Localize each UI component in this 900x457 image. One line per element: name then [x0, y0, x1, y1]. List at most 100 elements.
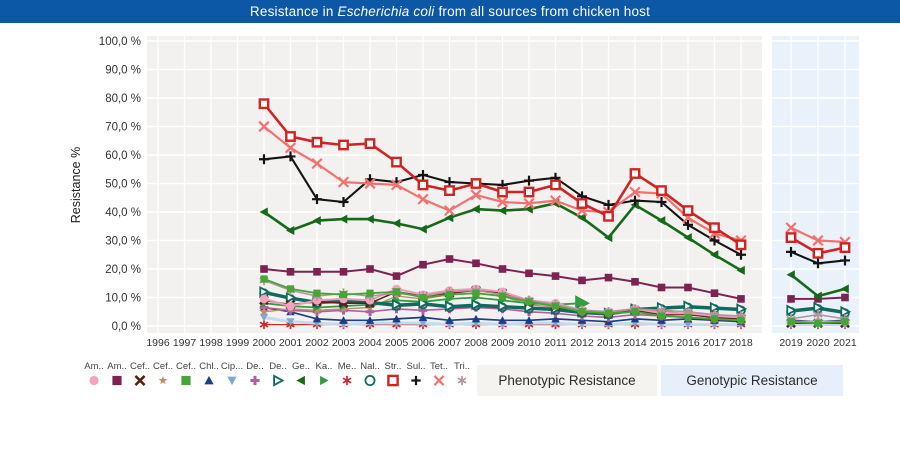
legend-item-Tet..-15[interactable]: Tet..	[428, 360, 450, 388]
legend-label: Am..	[107, 361, 127, 372]
legend-marker-tri-right-open-icon	[273, 374, 285, 387]
x-tick-label: 2008	[464, 337, 488, 349]
x-tick-label: 2021	[833, 337, 857, 349]
legend-label: De..	[246, 361, 264, 372]
legend-marker-circle-open-icon	[364, 375, 376, 386]
y-tick-label: 0,0 %	[112, 321, 141, 333]
legend-item-Me..-11[interactable]: Me..	[336, 360, 358, 388]
y-tick-label: 60,0 %	[105, 150, 141, 162]
legend-label: Ge..	[292, 361, 310, 372]
x-tick-label: 2003	[332, 337, 356, 349]
legend-label: Nal..	[360, 361, 380, 372]
y-axis-label: Resistance %	[69, 147, 83, 223]
legend-label: Me..	[337, 361, 357, 372]
legend-item-Sul..-14[interactable]: Sul..	[405, 360, 427, 388]
x-tick-label: 2012	[570, 337, 594, 349]
y-tick-label: 20,0 %	[105, 264, 141, 276]
legend-item-Chl..-5[interactable]: Chl..	[198, 360, 220, 388]
legend-label: Cef..	[152, 361, 174, 372]
x-tick-label: 2015	[650, 337, 674, 349]
legend-marker-plus-icon	[411, 375, 421, 386]
legend-item-Cef..-3[interactable]: Cef..	[152, 360, 174, 388]
species-name: Escherichia coli	[337, 4, 435, 19]
legend-marker-x-icon	[134, 374, 146, 387]
series-Ge..-9	[259, 198, 849, 301]
x-tick-label: 2004	[358, 337, 382, 349]
legend-marker-asterisk-icon	[457, 375, 467, 386]
y-tick-label: 100,0 %	[99, 36, 141, 48]
x-tick-label: 1998	[199, 337, 223, 349]
legend-marker-square-icon	[181, 375, 191, 386]
x-tick-label: 2019	[779, 337, 803, 349]
legend-marker-tri-left-icon	[296, 375, 305, 386]
x-tick-label: 1996	[146, 337, 170, 349]
legend-item-Str..-13[interactable]: Str..	[382, 360, 404, 388]
legend-item-De..-7[interactable]: De..	[244, 360, 266, 388]
chart-legend: Am.. Am.. Cef.. Cef.. Cef.. Chl.. Cip... De.. De…	[83, 360, 473, 388]
series-Cef..-4	[260, 275, 849, 327]
x-tick-label: 2006	[411, 337, 435, 349]
x-tick-label: 2010	[517, 337, 541, 349]
legend-label: Str..	[384, 361, 402, 372]
legend-label: Chl..	[199, 361, 219, 372]
x-tick-label: 2005	[385, 337, 409, 349]
genotypic-resistance-button[interactable]: Genotypic Resistance	[661, 365, 843, 396]
legend-item-Cip...-6[interactable]: Cip...	[221, 360, 243, 388]
legend-marker-tri-down-icon	[227, 376, 237, 386]
x-tick-label: 2009	[491, 337, 515, 349]
legend-item-Tri..-16[interactable]: Tri..	[451, 360, 473, 388]
legend-marker-plus-icon	[250, 375, 260, 386]
resistance-line-chart: 0,0 % 10,0 % 20,0 % 30,0 % 40,0 % 50,0 % 60,0 …	[69, 36, 859, 349]
x-tick-label: 2013	[597, 337, 621, 349]
legend-item-Cef..-2[interactable]: Cef..	[129, 360, 151, 388]
x-tick-label: 1997	[173, 337, 197, 349]
legend-label: Cip...	[220, 361, 244, 372]
x-tick-label: 2014	[623, 337, 647, 349]
legend-label: Tri..	[453, 361, 470, 372]
y-tick-label: 90,0 %	[105, 65, 141, 77]
legend-marker-star5-icon	[158, 375, 168, 385]
y-tick-label: 50,0 %	[105, 179, 141, 191]
legend-label: De..	[269, 361, 287, 372]
legend-item-Nal..-12[interactable]: Nal..	[359, 360, 381, 388]
y-tick-label: 30,0 %	[105, 236, 141, 248]
series-Am..-1	[260, 255, 849, 303]
legend-marker-circle-icon	[89, 375, 99, 386]
legend-item-Ka..-10[interactable]: Ka..	[313, 360, 335, 388]
legend-label: Cef..	[129, 361, 151, 372]
y-tick-label: 10,0 %	[105, 293, 141, 305]
legend-label: Tet..	[430, 361, 448, 372]
legend-marker-square-icon	[112, 375, 122, 386]
legend-item-De..-8[interactable]: De..	[267, 360, 289, 388]
legend-label: Cef..	[175, 361, 197, 372]
y-tick-label: 80,0 %	[105, 93, 141, 105]
legend-item-Cef..-4[interactable]: Cef..	[175, 360, 197, 388]
x-tick-label: 2018	[729, 337, 753, 349]
x-tick-label: 2007	[438, 337, 462, 349]
x-tick-label: 2000	[252, 337, 276, 349]
series-Str..-13	[258, 98, 851, 259]
legend-marker-tri-up-icon	[204, 375, 214, 385]
legend-label: Am..	[84, 361, 104, 372]
phenotypic-resistance-button[interactable]: Phenotypic Resistance	[477, 365, 657, 396]
legend-marker-x-icon	[433, 375, 445, 386]
y-tick-label: 70,0 %	[105, 122, 141, 134]
legend-label: Sul..	[406, 361, 426, 372]
legend-marker-square-open-icon	[387, 374, 399, 387]
legend-marker-asterisk-icon	[342, 375, 352, 386]
x-tick-label: 2001	[279, 337, 303, 349]
x-tick-label: 2017	[703, 337, 727, 349]
y-tick-label: 40,0 %	[105, 207, 141, 219]
title-bar: Resistance in Escherichia coli from all …	[0, 0, 900, 23]
legend-item-Ge..-9[interactable]: Ge..	[290, 360, 312, 388]
x-tick-label: 2016	[676, 337, 700, 349]
legend-label: Ka..	[315, 361, 333, 372]
phenotypic-panel	[147, 36, 762, 333]
x-tick-label: 2011	[544, 337, 567, 349]
x-tick-label: 2002	[305, 337, 329, 349]
legend-marker-tri-right-icon	[320, 375, 329, 386]
legend-item-Am..-0[interactable]: Am..	[83, 360, 105, 388]
legend-item-Am..-1[interactable]: Am..	[106, 360, 128, 388]
x-tick-label: 2020	[806, 337, 830, 349]
